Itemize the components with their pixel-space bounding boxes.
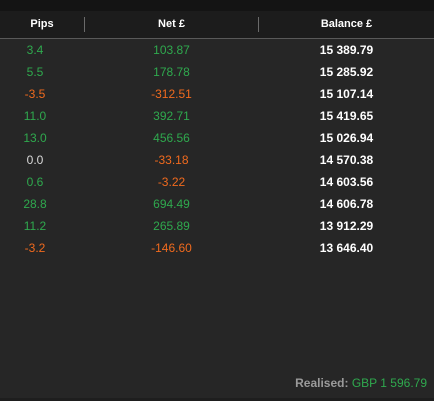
balance-cell: 15 419.65 [319, 109, 374, 123]
pips-cell: 0.6 [26, 175, 44, 189]
net-cell: -33.18 [154, 153, 189, 167]
balance-cell: 15 026.94 [319, 131, 374, 145]
top-strip [0, 0, 434, 11]
balance-cell: 14 606.78 [319, 197, 374, 211]
net-cell: 392.71 [153, 109, 190, 123]
net-cell: 103.87 [153, 43, 190, 57]
pips-cell: 11.2 [23, 219, 47, 233]
pips-cell: -3.5 [24, 87, 46, 101]
balance-cell: 15 107.14 [319, 87, 374, 101]
realised-value: GBP 1 596.79 [351, 376, 427, 390]
table-body: 3.4 103.87 15 389.79 5.5 178.78 15 285.92 -3.5… [0, 39, 434, 259]
table-row[interactable]: 28.8 694.49 14 606.78 [0, 193, 434, 215]
net-cell: 694.49 [153, 197, 190, 211]
column-header-balance[interactable]: Balance £ [320, 18, 373, 30]
table-row[interactable]: 11.2 265.89 13 912.29 [0, 215, 434, 237]
balance-cell: 13 912.29 [319, 219, 374, 233]
pips-cell: 0.0 [26, 153, 44, 167]
column-header-pips[interactable]: Pips [30, 18, 54, 30]
realised-label: Realised: [295, 376, 349, 390]
pips-cell: 11.0 [23, 109, 47, 123]
net-cell: 265.89 [153, 219, 190, 233]
net-cell: 456.56 [153, 131, 190, 145]
net-cell: -3.22 [157, 175, 186, 189]
net-cell: -146.60 [151, 241, 192, 255]
column-divider [258, 17, 259, 32]
net-cell: -312.51 [151, 87, 192, 101]
balance-cell: 14 570.38 [319, 153, 374, 167]
pips-cell: -3.2 [24, 241, 46, 255]
pips-cell: 28.8 [23, 197, 47, 211]
pips-cell: 13.0 [23, 131, 47, 145]
table-row[interactable]: -3.2 -146.60 13 646.40 [0, 237, 434, 259]
balance-cell: 15 389.79 [319, 43, 374, 57]
pips-cell: 5.5 [26, 65, 44, 79]
table-row[interactable]: 11.0 392.71 15 419.65 [0, 105, 434, 127]
table-row[interactable]: 0.6 -3.22 14 603.56 [0, 171, 434, 193]
table-header: Pips Net £ Balance £ [0, 11, 434, 39]
pips-cell: 3.4 [26, 43, 44, 57]
table-row[interactable]: 13.0 456.56 15 026.94 [0, 127, 434, 149]
column-header-net[interactable]: Net £ [158, 18, 185, 30]
table-row[interactable]: 3.4 103.87 15 389.79 [0, 39, 434, 61]
net-cell: 178.78 [153, 65, 190, 79]
realised-summary: Realised: GBP 1 596.79 [295, 373, 427, 393]
balance-cell: 14 603.56 [319, 175, 374, 189]
table-row[interactable]: -3.5 -312.51 15 107.14 [0, 83, 434, 105]
column-divider [84, 17, 85, 32]
table-row[interactable]: 5.5 178.78 15 285.92 [0, 61, 434, 83]
table-row[interactable]: 0.0 -33.18 14 570.38 [0, 149, 434, 171]
balance-cell: 15 285.92 [319, 65, 374, 79]
balance-cell: 13 646.40 [319, 241, 374, 255]
bottom-edge [0, 398, 434, 401]
